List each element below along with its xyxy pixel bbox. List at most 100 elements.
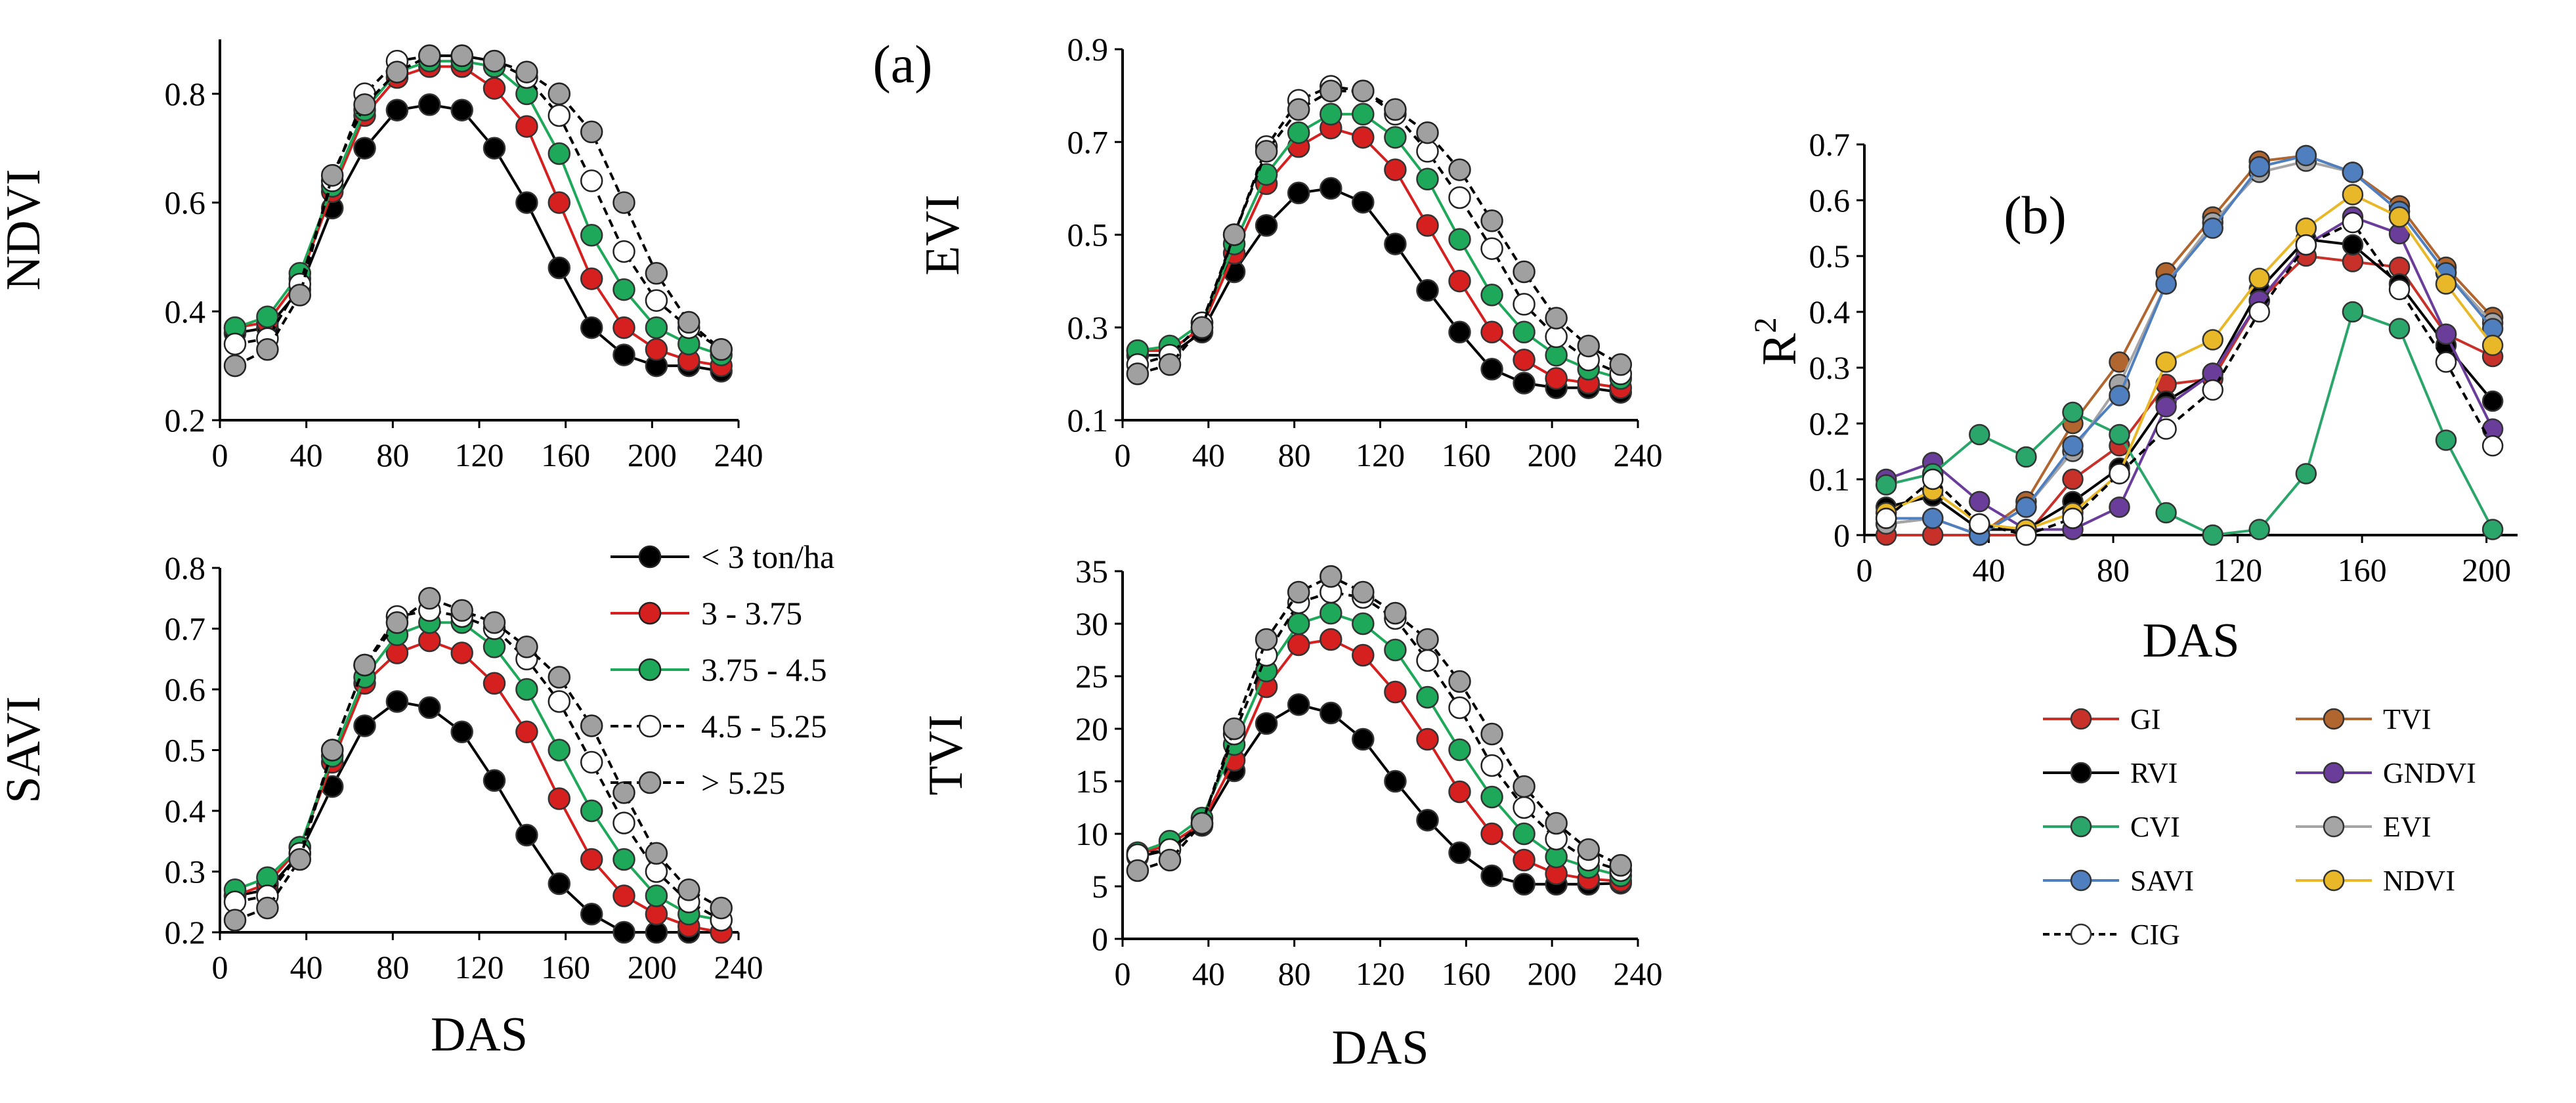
data-point xyxy=(580,714,603,737)
legend-item: RVI xyxy=(2043,757,2178,789)
series-line xyxy=(1137,186,1621,394)
x-tick-label: 0 xyxy=(1115,437,1131,473)
data-point xyxy=(1352,102,1375,126)
legend-label: < 3 ton/ha xyxy=(701,538,834,575)
data-point xyxy=(1287,633,1310,657)
legend-marker xyxy=(638,771,662,794)
series-cig xyxy=(1875,211,2504,546)
x-tick-label: 80 xyxy=(376,437,409,473)
legend-item: NDVI xyxy=(2296,865,2455,897)
y-tick-label: 0.3 xyxy=(1809,349,1851,386)
data-point xyxy=(580,799,603,823)
x-tick-label: 240 xyxy=(1614,955,1663,992)
data-point xyxy=(1384,769,1407,793)
data-point xyxy=(645,316,668,339)
data-point xyxy=(1513,260,1535,284)
chart-evi: 0.1 0.3 0.5 0.7 0.9 0 40 80 120 160 200 240 EVI xyxy=(916,31,1663,473)
x-tick-label: 200 xyxy=(2462,552,2511,588)
data-point xyxy=(612,920,635,944)
y-tick-label: 10 xyxy=(1075,815,1108,852)
y-axis-label: EVI xyxy=(916,194,970,275)
x-tick-label: 160 xyxy=(541,949,590,985)
data-point xyxy=(223,332,247,356)
x-axis-label: DAS xyxy=(431,1008,528,1062)
y-tick-label: 0.2 xyxy=(1809,405,1851,442)
legend-label: CVI xyxy=(2130,811,2180,843)
x-tick-label: 240 xyxy=(714,949,763,985)
legend-item: > 5.25 xyxy=(611,764,785,801)
y-axis-label: R2 xyxy=(1748,317,1807,365)
data-point xyxy=(2342,184,2364,205)
data-point xyxy=(515,636,538,659)
data-point xyxy=(1222,717,1246,741)
y-tick-label: 15 xyxy=(1075,763,1108,800)
data-point xyxy=(1480,284,1503,307)
data-point xyxy=(2109,463,2130,485)
data-point xyxy=(1480,320,1503,344)
data-point xyxy=(2202,379,2223,401)
data-point xyxy=(483,611,506,634)
data-point xyxy=(580,169,603,192)
chart-savi: 0.2 0.3 0.4 0.5 0.6 0.7 0.8 0 40 80 120 160 200 240 SA… xyxy=(0,550,763,1062)
x-tick-label: 120 xyxy=(1356,955,1405,992)
series-line xyxy=(1137,85,1621,376)
data-point xyxy=(1320,628,1342,651)
series-5-25 xyxy=(1126,79,1633,385)
data-point xyxy=(547,142,571,165)
data-point xyxy=(2109,385,2130,406)
data-point xyxy=(515,191,538,214)
legend-label: CIG xyxy=(2130,919,2180,951)
y-tick-label: 0.4 xyxy=(165,792,206,829)
data-point xyxy=(1287,98,1310,121)
data-point xyxy=(1513,348,1535,372)
y-tick-label: 0.1 xyxy=(1809,461,1851,498)
data-point xyxy=(2155,351,2177,373)
data-point xyxy=(2155,418,2177,440)
data-point xyxy=(612,811,635,834)
legend-label: GNDVI xyxy=(2383,757,2476,789)
y-axis-label: SAVI xyxy=(0,696,51,803)
legend-label: 4.5 - 5.25 xyxy=(701,708,827,745)
data-point xyxy=(2202,217,2223,239)
legend-label: 3.75 - 4.5 xyxy=(701,651,827,688)
legend-marker xyxy=(638,545,662,569)
data-point xyxy=(2015,446,2037,468)
data-point xyxy=(483,77,506,100)
data-point xyxy=(2155,273,2177,295)
x-tick-label: 120 xyxy=(455,437,504,473)
data-point xyxy=(547,739,571,762)
y-tick-label: 0.6 xyxy=(165,671,206,708)
data-point xyxy=(710,896,733,920)
data-point xyxy=(2062,435,2084,457)
data-point xyxy=(1448,186,1471,209)
legend-label: EVI xyxy=(2383,811,2431,843)
data-point xyxy=(288,284,312,307)
legend-marker xyxy=(2070,869,2092,892)
data-point xyxy=(677,878,700,901)
data-point xyxy=(450,641,473,664)
data-point xyxy=(2062,468,2084,490)
panel-label-b: (b) xyxy=(2004,185,2067,245)
data-point xyxy=(1513,873,1535,896)
data-point xyxy=(580,224,603,247)
data-point xyxy=(223,909,247,932)
x-tick-label: 120 xyxy=(455,949,504,985)
series-line xyxy=(1137,89,1621,376)
y-tick-label: 0.8 xyxy=(165,550,206,586)
series-line xyxy=(1137,112,1621,380)
x-axis-label: DAS xyxy=(2142,614,2239,668)
series-5-25 xyxy=(223,44,733,378)
data-point xyxy=(256,896,279,920)
series-5-25 xyxy=(223,587,733,932)
data-point xyxy=(1513,848,1535,872)
x-tick-label: 0 xyxy=(1115,955,1131,992)
data-point xyxy=(1448,841,1471,865)
legend-item: TVI xyxy=(2296,703,2431,735)
data-point xyxy=(612,316,635,339)
data-point xyxy=(612,884,635,907)
legend-marker xyxy=(2323,869,2345,892)
data-point xyxy=(223,354,247,378)
data-point xyxy=(547,872,571,896)
series-line xyxy=(234,54,722,367)
x-tick-label: 40 xyxy=(1192,437,1225,473)
